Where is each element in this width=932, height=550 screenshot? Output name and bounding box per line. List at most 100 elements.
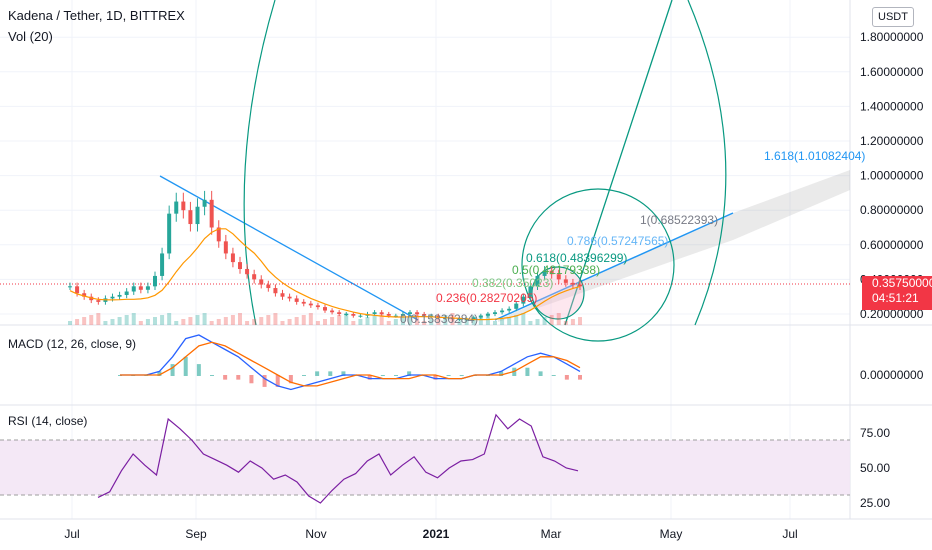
volume-bar bbox=[280, 321, 285, 325]
candle-body bbox=[202, 199, 207, 207]
rsi-pane bbox=[97, 413, 579, 504]
volume-bar bbox=[124, 315, 129, 325]
candle-body bbox=[358, 315, 363, 317]
volume-bar bbox=[436, 317, 441, 325]
volume-bar bbox=[563, 321, 568, 325]
volume-bar bbox=[422, 321, 427, 325]
moving-average-line bbox=[69, 228, 581, 321]
volume-bar bbox=[351, 321, 356, 325]
macd-histogram-bar bbox=[288, 375, 293, 384]
macd-histogram-bar bbox=[210, 375, 214, 376]
macd-histogram-bar bbox=[223, 375, 228, 380]
volume-bar bbox=[521, 313, 526, 325]
fib-level-label: 1(0.68522393) bbox=[640, 213, 718, 227]
volume-indicator-label[interactable]: Vol (20) bbox=[8, 29, 53, 44]
price-tick-label: 1.80000000 bbox=[860, 30, 924, 44]
macd-pane bbox=[118, 334, 582, 391]
volume-bar bbox=[75, 319, 80, 325]
volume-bar bbox=[216, 319, 221, 325]
candle-body bbox=[457, 319, 462, 321]
last-price: 0.35750000 bbox=[872, 276, 932, 290]
candle-body bbox=[68, 286, 72, 288]
candle-body bbox=[160, 253, 165, 276]
rsi-tick-label: 75.00 bbox=[860, 426, 890, 440]
candle-body bbox=[570, 282, 575, 285]
candle-body bbox=[188, 210, 193, 225]
candle-body bbox=[195, 206, 200, 225]
candle-body bbox=[287, 296, 292, 299]
fib-level-label: 0.786(0.57247565) bbox=[567, 234, 668, 248]
candle-body bbox=[82, 293, 87, 297]
volume-bar bbox=[344, 313, 349, 325]
volume-bar bbox=[365, 317, 370, 325]
volume-bar bbox=[443, 315, 448, 325]
volume-bar bbox=[230, 315, 235, 325]
volume-bar bbox=[507, 317, 512, 325]
candle-body bbox=[117, 294, 122, 297]
volume-bar bbox=[188, 317, 193, 325]
candle-body bbox=[301, 301, 306, 304]
macd-tick-label: 0.00000000 bbox=[860, 368, 924, 382]
volume-bar bbox=[238, 313, 242, 325]
macd-histogram-bar bbox=[170, 364, 175, 376]
candle-body bbox=[528, 286, 533, 297]
fib-level-labels: 0(0.15836284) 0.236(0.28270205)0.382(0.35… bbox=[400, 149, 865, 326]
macd-histogram-bar bbox=[328, 371, 333, 376]
candle-body bbox=[131, 286, 136, 292]
fib-large-arc-right bbox=[687, 0, 727, 326]
macd-histogram-bar bbox=[551, 375, 556, 376]
macd-histogram-bar bbox=[275, 375, 280, 387]
volume-bar bbox=[556, 313, 561, 325]
macd-histogram-bar bbox=[433, 375, 438, 380]
rsi-indicator-label[interactable]: RSI (14, close) bbox=[8, 414, 88, 428]
volume-bar bbox=[358, 319, 363, 325]
candle-body bbox=[209, 199, 214, 228]
time-tick-label: Nov bbox=[305, 527, 326, 541]
candle-body bbox=[485, 314, 490, 316]
rsi-tick-label: 50.00 bbox=[860, 461, 890, 475]
volume-bar bbox=[323, 319, 327, 325]
candle-body bbox=[174, 201, 179, 214]
volume-bar bbox=[138, 321, 143, 325]
candle-body bbox=[273, 288, 278, 294]
macd-histogram-bar bbox=[459, 375, 464, 376]
currency-selector[interactable]: USDT bbox=[872, 7, 914, 27]
candle-body bbox=[315, 305, 320, 308]
macd-histogram-bar bbox=[315, 371, 320, 376]
volume-bar bbox=[542, 317, 547, 325]
volume-bar bbox=[68, 321, 72, 325]
volume-bar bbox=[400, 317, 405, 325]
macd-histogram-bar bbox=[249, 375, 254, 384]
macd-indicator-label[interactable]: MACD (12, 26, close, 9) bbox=[8, 337, 137, 351]
candle-body bbox=[181, 201, 186, 211]
volume-bar bbox=[82, 317, 87, 325]
fib-extension-band bbox=[498, 170, 850, 322]
volume-bar bbox=[245, 321, 250, 325]
volume-bar bbox=[372, 315, 377, 325]
volume-bar bbox=[415, 313, 420, 325]
candle-body bbox=[471, 317, 476, 320]
candle-body bbox=[408, 312, 412, 314]
candle-body bbox=[145, 286, 150, 290]
fib-level-label: 0(0.15836284) bbox=[400, 312, 478, 326]
candles bbox=[68, 190, 582, 325]
fib-level-label: 0.382(0.35023) bbox=[472, 276, 553, 290]
volume-bar bbox=[386, 321, 391, 325]
fib-level-label: 0.618(0.48396299) bbox=[526, 251, 627, 265]
fib-speed-line bbox=[564, 0, 673, 326]
candle-body bbox=[351, 314, 356, 316]
macd-histogram-bar bbox=[196, 364, 201, 376]
candle-body bbox=[386, 314, 391, 316]
candle-body bbox=[500, 310, 505, 313]
rsi-band bbox=[0, 440, 850, 495]
time-tick-label: May bbox=[660, 527, 683, 541]
candle-body bbox=[578, 284, 582, 287]
macd-histogram-bar bbox=[578, 375, 582, 380]
candle-body bbox=[266, 284, 271, 289]
fib-level-label: 1.618(1.01082404) bbox=[764, 149, 865, 163]
volume-bar bbox=[457, 321, 462, 325]
macd-histogram-bar bbox=[262, 375, 267, 387]
macd-histogram-bar bbox=[407, 371, 412, 376]
candle-body bbox=[238, 262, 242, 270]
